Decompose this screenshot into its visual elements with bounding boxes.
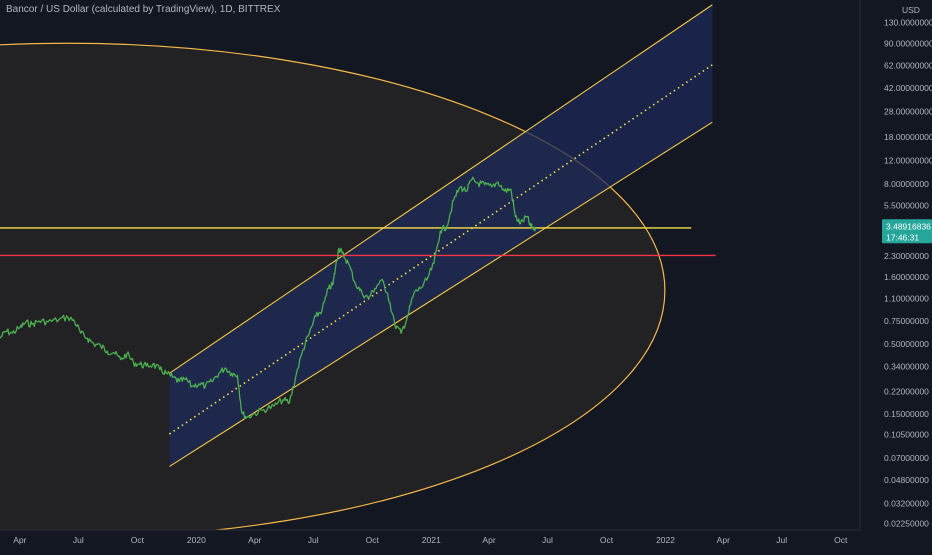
time-tick-label: Oct [834,535,848,545]
time-tick-label: Oct [600,535,614,545]
price-tick-label: 0.03200000 [884,498,929,508]
time-tick-label: Jul [308,535,319,545]
plot-layer [0,4,716,530]
channel-upper-line [169,4,713,374]
time-tick-label: Apr [13,535,26,545]
price-tick-label: 0.50000000 [884,339,929,349]
time-axis-background [0,530,932,550]
price-tick-label: 0.75000000 [884,316,929,326]
time-tick-label: 2022 [656,535,675,545]
time-tick-label: Apr [248,535,261,545]
time-tick-label: 2020 [187,535,206,545]
countdown-label: 17:46:31 [886,232,919,242]
current-price-label: 3.48916836 [886,221,931,231]
price-axis[interactable]: 130.00000000 90.00000000 62.00000000 42.000… [859,0,932,550]
trend-channel-fill [169,4,713,467]
price-tick-label: 0.22000000 [884,387,929,397]
price-axis-background [860,0,932,550]
price-line [0,176,536,420]
price-tick-label: 0.34000000 [884,362,929,372]
price-tick-label: 18.00000000 [884,132,932,142]
price-tick-label: 0.10500000 [884,430,929,440]
price-tick-label: 130.00000000 [884,17,932,27]
chart-title: Bancor / US Dollar (calculated by Tradin… [6,4,281,15]
time-tick-label: Jul [776,535,787,545]
time-tick-label: 2021 [422,535,441,545]
current-price-badge [882,219,932,244]
time-tick-label: Apr [717,535,730,545]
price-tick-label: 1.10000000 [884,294,929,304]
time-tick-label: Apr [482,535,495,545]
time-tick-label: Jul [542,535,553,545]
price-tick-label: 1.60000000 [884,272,929,282]
price-tick-label: 28.00000000 [884,106,932,116]
time-tick-label: Oct [366,535,380,545]
time-axis[interactable]: Apr Jul Oct 2020 Apr Jul Oct 2021 Apr Jul Oct 2022 A… [0,529,932,550]
price-tick-label: 0.04800000 [884,475,929,485]
time-tick-label: Jul [73,535,84,545]
price-tick-label: 0.07000000 [884,453,929,463]
price-tick-label: 2.30000000 [884,251,929,261]
currency-label: USD [902,5,920,15]
price-tick-label: 42.00000000 [884,83,932,93]
time-tick-label: Oct [131,535,145,545]
price-tick-label: 90.00000000 [884,39,932,49]
price-tick-label: 0.15000000 [884,409,929,419]
price-tick-label: 0.02250000 [884,519,929,529]
price-tick-label: 8.00000000 [884,179,929,189]
price-tick-label: 62.00000000 [884,60,932,70]
price-tick-label: 12.00000000 [884,155,932,165]
price-tick-label: 5.50000000 [884,200,929,210]
